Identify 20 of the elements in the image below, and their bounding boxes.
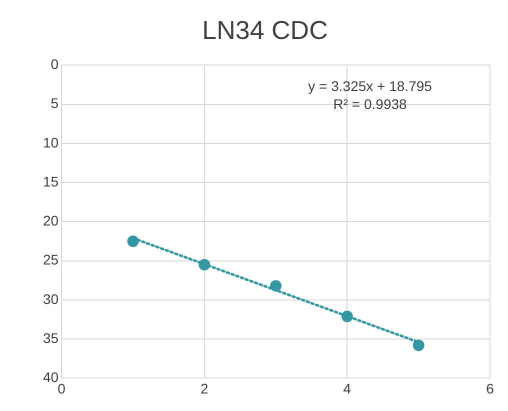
x-tick-label: 6 bbox=[486, 380, 494, 396]
point bbox=[412, 340, 424, 352]
chart-title: LN34 CDC bbox=[202, 14, 328, 45]
x-tick-label: 2 bbox=[200, 380, 208, 396]
point bbox=[127, 236, 139, 248]
y-tick-label: 25 bbox=[42, 252, 59, 268]
x-tick-label: 4 bbox=[343, 380, 352, 396]
y-tick-label: 10 bbox=[42, 134, 59, 150]
point bbox=[341, 310, 353, 322]
y-tick-label: 40 bbox=[42, 369, 59, 386]
y-tick-label: 35 bbox=[42, 330, 59, 346]
annotation: y = 3.325x + 18.795 bbox=[308, 78, 432, 94]
y-tick-label: 15 bbox=[42, 173, 59, 190]
annotation: R² = 0.9938 bbox=[333, 96, 408, 112]
y-tick-label: 20 bbox=[42, 212, 59, 229]
y-tick-label: 0 bbox=[50, 56, 59, 72]
point bbox=[198, 258, 210, 270]
point bbox=[270, 280, 282, 292]
y-tick-label: 30 bbox=[42, 290, 59, 307]
y-tick-label: 5 bbox=[50, 95, 59, 112]
